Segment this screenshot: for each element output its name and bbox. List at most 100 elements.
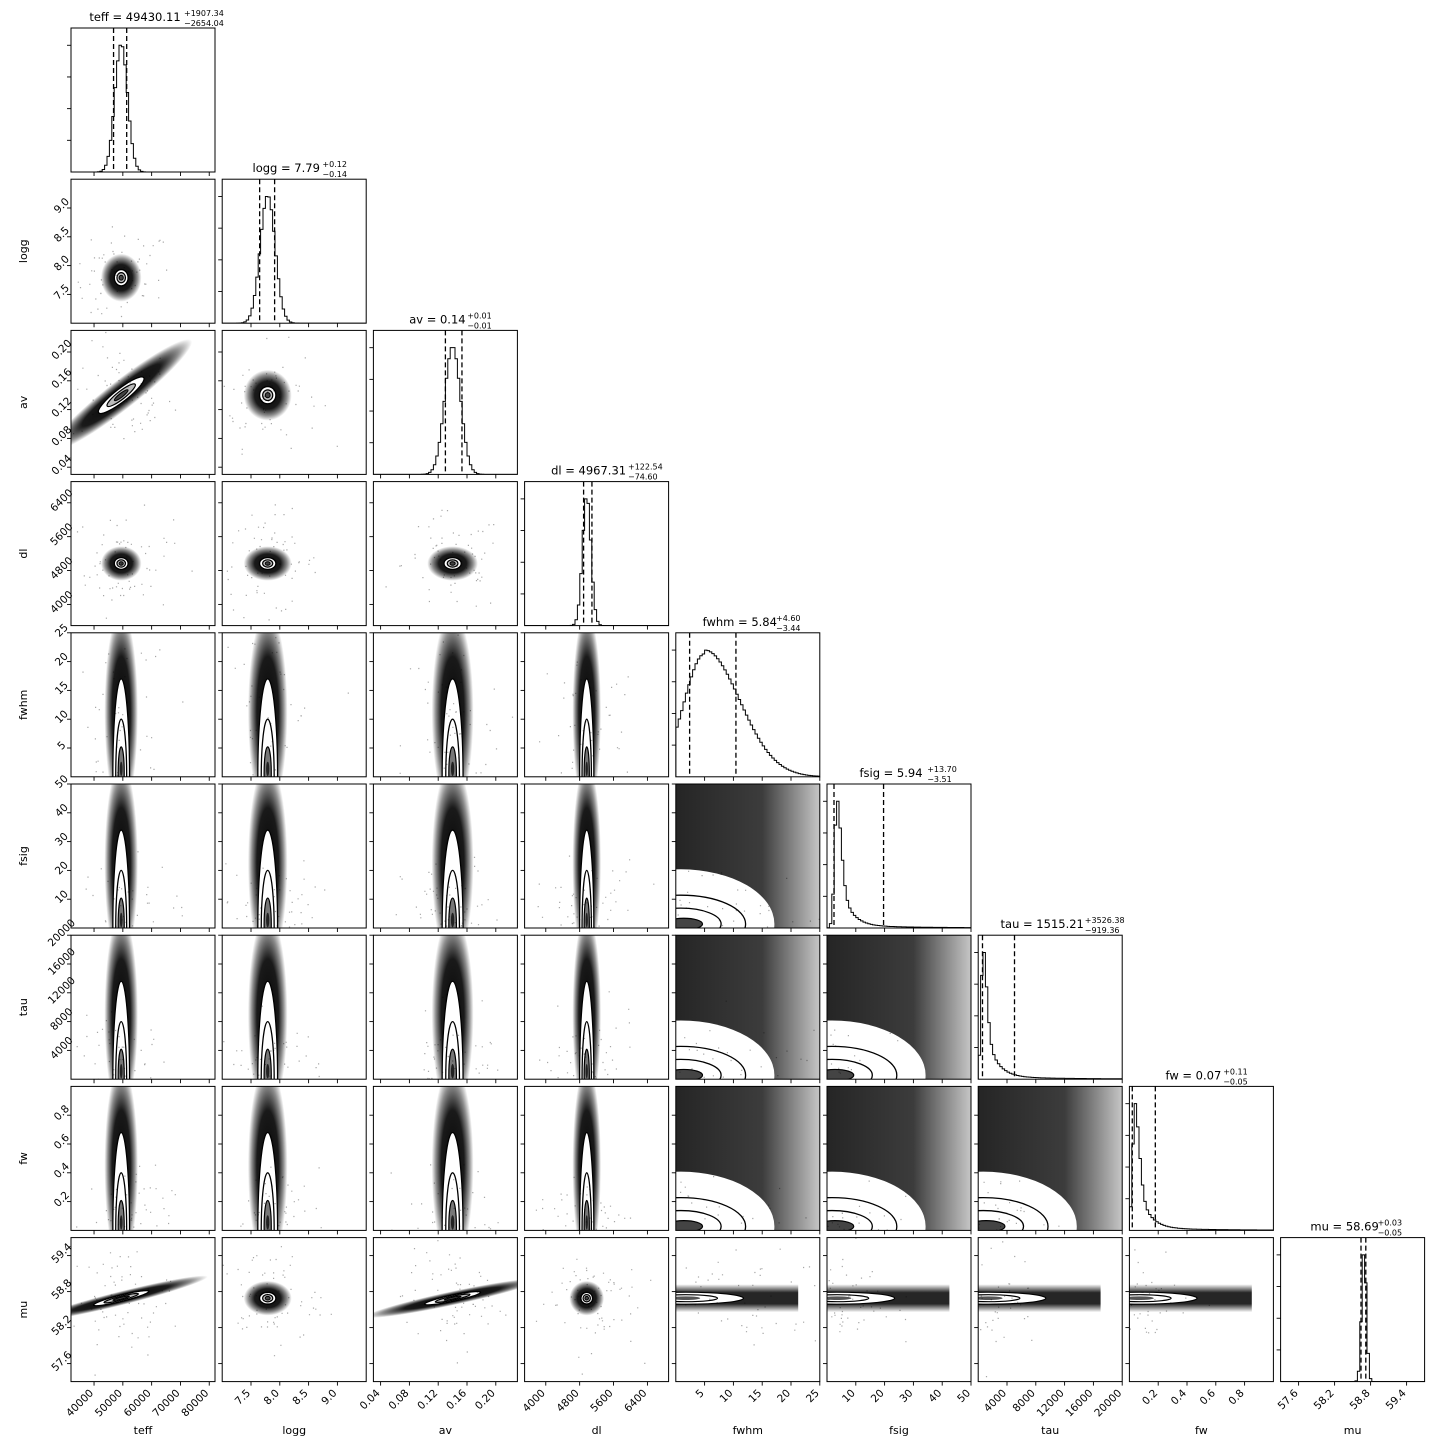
panel-dl-fw [520,1085,670,1235]
hist-logg: logg = 7.79 +0.12−0.14 [218,160,367,328]
xtick-fwhm-1: 10 [718,1387,736,1405]
frame [826,1085,972,1231]
xtick-teff-3: 70000 [150,1387,182,1419]
frame [675,783,821,929]
panel-dl-mu: 4000 4800 5600 6400 [521,1237,670,1415]
title-plus-fsig: +13.70 [927,765,957,774]
xtick-av-4: 0.20 [473,1387,498,1412]
title-plus-teff: +1907.34 [184,9,224,18]
xtick-fsig-4: 50 [955,1387,973,1405]
hist-line-fwhm [675,649,820,777]
ytick-logg-0: 7.5 [52,282,72,302]
ytick-logg-1: 8.0 [52,253,72,273]
xtick-fw-2: 0.6 [1198,1387,1219,1408]
xtick-fsig-0: 10 [840,1387,858,1405]
frame [70,1085,216,1231]
ytick-fwhm-4: 25 [53,622,71,640]
xtick-teff-0: 40000 [64,1387,96,1419]
title-minus-fw: −0.05 [1223,1077,1248,1086]
panel-fwhm-tau [671,934,821,1084]
panel-logg-dl [218,481,367,630]
xtick-mu-0: 57.6 [1276,1387,1301,1412]
xtick-av-3: 0.16 [444,1387,469,1412]
xtick-dl-0: 4000 [521,1387,548,1414]
panel-teff-logg: 7.5 8.0 8.5 9.0 [52,178,216,328]
xtick-fwhm-3: 20 [775,1387,793,1405]
frame [70,27,216,173]
frame [70,783,216,929]
ylabel-tau: tau [17,998,30,1016]
ytick-tau-3: 16000 [46,946,78,978]
xtick-dl-1: 4800 [554,1387,581,1414]
ytick-fsig-0: 10 [53,888,71,906]
panel-fwhm-fsig [671,783,821,932]
hist-mu: mu = 58.69+0.03−0.05 57.6 58.2 58.8 59.4 [1276,1219,1426,1412]
xtick-fsig-3: 40 [926,1387,944,1405]
frame [675,934,821,1080]
ytick-fwhm-2: 15 [53,679,71,697]
title-minus-dl: −74.60 [628,473,658,482]
frame [221,1237,367,1383]
xtick-logg-3: 9.0 [319,1387,339,1407]
title-fsig: fsig = 5.94 [859,766,922,780]
hist-fsig: fsig = 5.94 +13.70−3.51 [823,765,972,932]
xlabel-mu: mu [1344,1424,1362,1437]
ylabel-fw: fw [17,1152,30,1165]
xtick-mu-3: 59.4 [1384,1387,1409,1412]
panel-logg-av [218,329,367,479]
frame [524,1237,670,1383]
xtick-fw-1: 0.4 [1169,1387,1190,1408]
frame [70,178,216,324]
ytick-fw-0: 0.2 [52,1189,72,1209]
ytick-fsig-4: 50 [53,773,71,791]
frame [675,1085,821,1231]
hist-av: av = 0.14 +0.01−0.01 [369,311,518,479]
panel-logg-fwhm [218,632,367,781]
frame [221,783,367,929]
xlabel-logg: logg [282,1424,306,1437]
frame [372,329,518,475]
ytick-fw-1: 0.4 [52,1160,73,1181]
xtick-av-2: 0.12 [415,1387,440,1412]
hist-line-fw [1129,1103,1274,1231]
frame [221,632,367,778]
xtick-dl-2: 5600 [588,1387,615,1414]
title-tau: tau = 1515.21 [1001,917,1084,931]
ytick-fw-2: 0.6 [52,1132,73,1153]
title-mu: mu = 58.69 [1310,1220,1378,1234]
panel-av-fsig [369,783,518,932]
ytick-fsig-3: 40 [53,802,71,820]
hist-line-teff [71,44,215,172]
ytick-tau-4: 20000 [46,917,78,949]
xlabel-teff: teff [134,1424,153,1437]
frame [977,1085,1123,1231]
frame [70,632,216,778]
title-plus-mu: +0.03 [1378,1219,1403,1228]
title-minus-fsig: −3.51 [927,775,952,784]
frame [70,934,216,1080]
ytick-fsig-2: 30 [53,831,71,849]
hist-line-mu [1280,1254,1425,1382]
title-logg: logg = 7.79 [253,161,320,175]
ytick-fwhm-1: 10 [53,708,71,726]
title-minus-logg: −0.14 [322,170,347,179]
frame [70,1237,216,1383]
title-minus-teff: −2654.04 [184,19,224,28]
ytick-fsig-1: 20 [53,859,71,877]
ylabel-av: av [17,395,30,409]
panel-fsig-mu: 10 20 30 40 50 [823,1237,973,1405]
hist-line-logg [222,195,367,324]
frame [221,329,367,475]
frame [977,934,1123,1080]
ylabel-fsig: fsig [17,846,30,866]
panel-tau-fw [974,1085,1123,1235]
panel-teff-fwhm: 5 10 15 20 25 [53,622,216,781]
hist-fwhm: fwhm = 5.84 +4.60−3.44 [671,614,821,781]
panel-fwhm-fw [671,1085,821,1235]
panel-teff-mu: 400005000060000700008000057.658.258.859.… [49,1237,216,1419]
panel-av-tau [369,934,518,1084]
title-dl: dl = 4967.31 [551,464,626,478]
frame [524,783,670,929]
